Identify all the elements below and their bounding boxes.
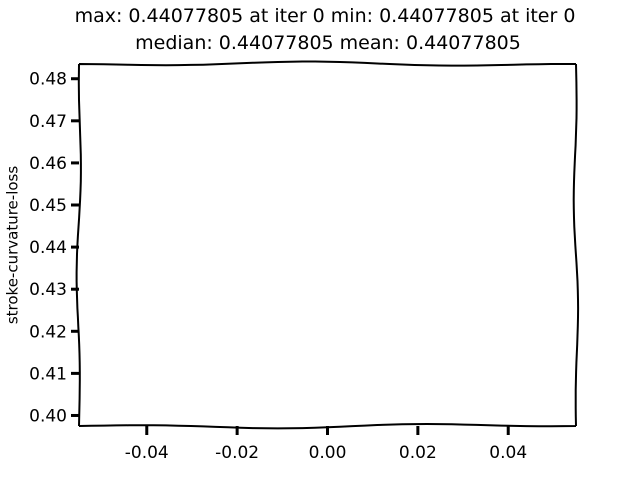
y-tick-label: 0.44 (29, 238, 67, 258)
chart-title: max: 0.44077805 at iter 0 min: 0.4407780… (75, 5, 576, 54)
x-tick-label: -0.04 (125, 443, 169, 463)
x-tick-label: -0.02 (215, 443, 259, 463)
y-tick-label: 0.45 (29, 196, 67, 216)
x-tick-label: 0.04 (489, 443, 527, 463)
title-line-2: median: 0.44077805 mean: 0.44077805 (135, 32, 521, 54)
y-tick-label: 0.41 (29, 364, 67, 384)
y-axis: 0.40 0.41 0.42 0.43 0.44 0.45 0.46 0.47 0.48 (29, 70, 79, 426)
title-line-1: max: 0.44077805 at iter 0 min: 0.4407780… (75, 5, 576, 27)
y-axis-label: stroke-curvature-loss (4, 166, 22, 325)
y-tick-label: 0.46 (29, 154, 67, 174)
x-axis: -0.04 -0.02 0.00 0.02 0.04 (125, 426, 527, 463)
y-tick-label: 0.43 (29, 280, 67, 300)
x-tick-label: 0.00 (309, 443, 347, 463)
y-tick-label: 0.48 (29, 70, 67, 90)
plot-frame (75, 60, 580, 430)
x-tick-label: 0.02 (399, 443, 437, 463)
y-tick-label: 0.42 (29, 322, 67, 342)
y-tick-label: 0.40 (29, 406, 67, 426)
y-tick-label: 0.47 (29, 112, 67, 132)
